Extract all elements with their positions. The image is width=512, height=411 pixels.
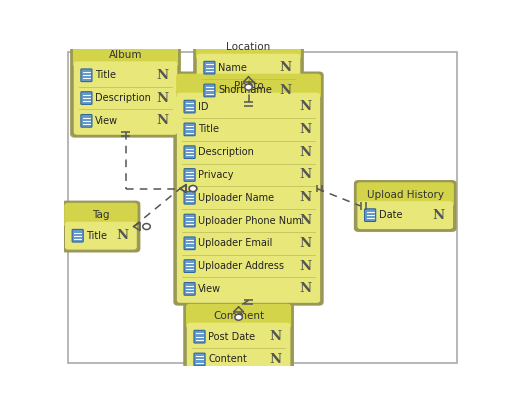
Circle shape <box>235 314 242 320</box>
FancyBboxPatch shape <box>81 69 92 82</box>
Circle shape <box>189 185 197 192</box>
Text: N: N <box>300 260 311 272</box>
FancyBboxPatch shape <box>184 214 195 227</box>
FancyBboxPatch shape <box>74 61 177 135</box>
FancyBboxPatch shape <box>70 40 181 138</box>
Text: N: N <box>432 209 444 222</box>
Text: Title: Title <box>87 231 108 241</box>
Text: N: N <box>300 169 311 182</box>
Text: ID: ID <box>198 102 209 112</box>
Text: Date: Date <box>379 210 402 220</box>
Text: Album: Album <box>109 50 142 60</box>
Text: N: N <box>300 282 311 296</box>
FancyBboxPatch shape <box>64 203 138 228</box>
FancyBboxPatch shape <box>357 201 453 229</box>
FancyBboxPatch shape <box>73 42 178 67</box>
FancyBboxPatch shape <box>184 146 195 159</box>
FancyBboxPatch shape <box>187 323 290 373</box>
Text: N: N <box>157 69 168 82</box>
Text: Uploader Address: Uploader Address <box>198 261 284 271</box>
Text: N: N <box>300 191 311 204</box>
Text: Photo: Photo <box>233 81 263 91</box>
Text: Description: Description <box>95 93 151 103</box>
Text: N: N <box>300 123 311 136</box>
Text: Uploader Name: Uploader Name <box>198 193 274 203</box>
FancyBboxPatch shape <box>204 84 215 97</box>
Text: Shortname: Shortname <box>218 85 272 95</box>
FancyBboxPatch shape <box>176 74 321 98</box>
Text: N: N <box>157 92 168 104</box>
Text: Title: Title <box>95 70 116 80</box>
Text: N: N <box>300 214 311 227</box>
Text: Title: Title <box>198 125 219 134</box>
Text: N: N <box>269 353 282 366</box>
FancyBboxPatch shape <box>184 192 195 204</box>
Text: N: N <box>269 330 282 343</box>
Text: Uploader Email: Uploader Email <box>198 238 273 248</box>
FancyBboxPatch shape <box>194 330 205 343</box>
Circle shape <box>189 185 197 192</box>
FancyBboxPatch shape <box>186 304 291 328</box>
Text: Tag: Tag <box>92 210 110 220</box>
FancyBboxPatch shape <box>193 32 304 107</box>
FancyBboxPatch shape <box>81 92 92 104</box>
FancyBboxPatch shape <box>81 115 92 127</box>
FancyBboxPatch shape <box>184 100 195 113</box>
Text: Comment: Comment <box>213 311 264 321</box>
Text: Upload History: Upload History <box>367 189 444 200</box>
FancyBboxPatch shape <box>65 222 137 249</box>
FancyBboxPatch shape <box>354 180 457 232</box>
FancyBboxPatch shape <box>184 123 195 136</box>
FancyBboxPatch shape <box>196 35 301 60</box>
Text: N: N <box>300 237 311 250</box>
Text: Privacy: Privacy <box>198 170 234 180</box>
FancyBboxPatch shape <box>183 302 294 376</box>
Text: Content: Content <box>208 354 247 365</box>
FancyBboxPatch shape <box>204 61 215 74</box>
FancyBboxPatch shape <box>197 54 301 104</box>
Text: Uploader Phone Num: Uploader Phone Num <box>198 215 302 226</box>
Text: Description: Description <box>198 147 254 157</box>
FancyBboxPatch shape <box>365 209 376 222</box>
FancyBboxPatch shape <box>184 237 195 249</box>
Circle shape <box>143 224 151 230</box>
FancyBboxPatch shape <box>194 353 205 366</box>
Text: N: N <box>300 100 311 113</box>
FancyBboxPatch shape <box>357 182 454 207</box>
FancyBboxPatch shape <box>61 201 140 252</box>
FancyBboxPatch shape <box>174 72 324 306</box>
Text: N: N <box>300 145 311 159</box>
Text: N: N <box>280 84 291 97</box>
Text: N: N <box>116 229 128 242</box>
Text: View: View <box>95 116 118 126</box>
FancyBboxPatch shape <box>72 229 83 242</box>
FancyBboxPatch shape <box>184 169 195 181</box>
FancyBboxPatch shape <box>177 92 320 303</box>
Text: N: N <box>280 61 291 74</box>
Text: N: N <box>157 114 168 127</box>
Text: Location: Location <box>226 42 271 52</box>
Text: Post Date: Post Date <box>208 332 255 342</box>
Circle shape <box>245 84 252 90</box>
FancyBboxPatch shape <box>184 260 195 272</box>
Text: View: View <box>198 284 222 294</box>
FancyBboxPatch shape <box>184 282 195 295</box>
Text: Name: Name <box>218 62 247 73</box>
